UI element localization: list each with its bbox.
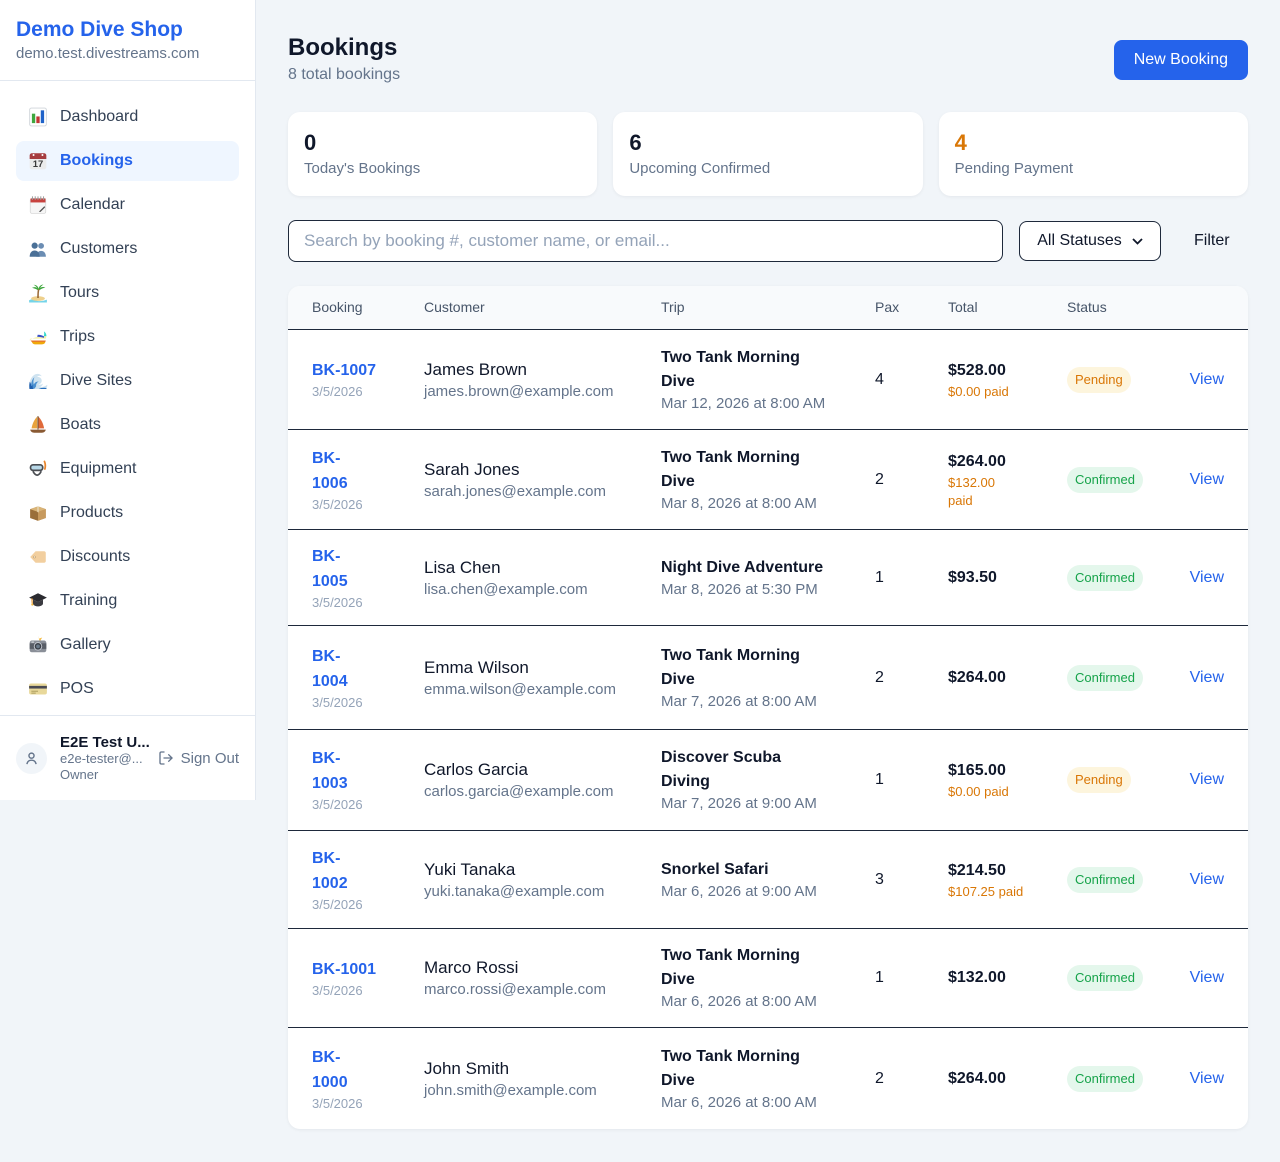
svg-text:17: 17 — [33, 159, 44, 170]
